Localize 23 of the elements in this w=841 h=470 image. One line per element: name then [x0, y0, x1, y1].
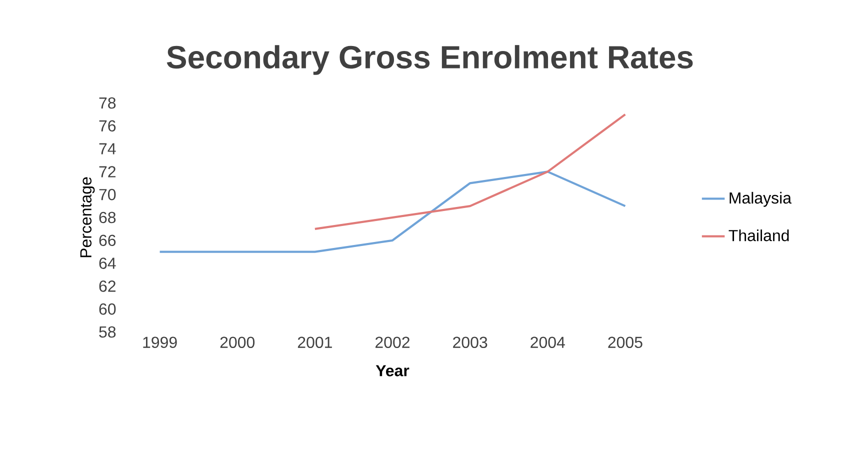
x-tick-label: 1999: [143, 336, 177, 348]
y-tick-label: 76: [99, 120, 116, 132]
y-tick-label: 58: [99, 326, 116, 338]
y-axis-title: Percentage: [80, 177, 95, 258]
y-tick-label: 64: [99, 258, 116, 269]
x-tick-label: 2002: [376, 336, 410, 348]
x-axis-title: Year: [376, 365, 410, 376]
y-tick-label: 72: [99, 166, 116, 178]
y-tick-label: 70: [99, 188, 116, 200]
y-tick-label: 78: [99, 97, 116, 109]
y-tick-label: 66: [99, 234, 116, 246]
x-tick-label: 2005: [608, 336, 642, 348]
x-tick-label: 2000: [220, 336, 255, 348]
y-tick-label: 62: [99, 280, 116, 292]
legend-label: Thailand: [728, 229, 789, 242]
y-tick-label: 74: [99, 143, 116, 154]
chart-title: Secondary Gross Enrolment Rates: [166, 45, 693, 75]
x-tick-label: 2003: [453, 336, 488, 348]
legend-label: Malaysia: [730, 192, 792, 207]
x-tick-label: 2004: [530, 336, 565, 348]
x-tick-label: 2001: [298, 336, 332, 348]
y-tick-label: 60: [99, 303, 116, 315]
y-tick-label: 68: [99, 212, 116, 224]
